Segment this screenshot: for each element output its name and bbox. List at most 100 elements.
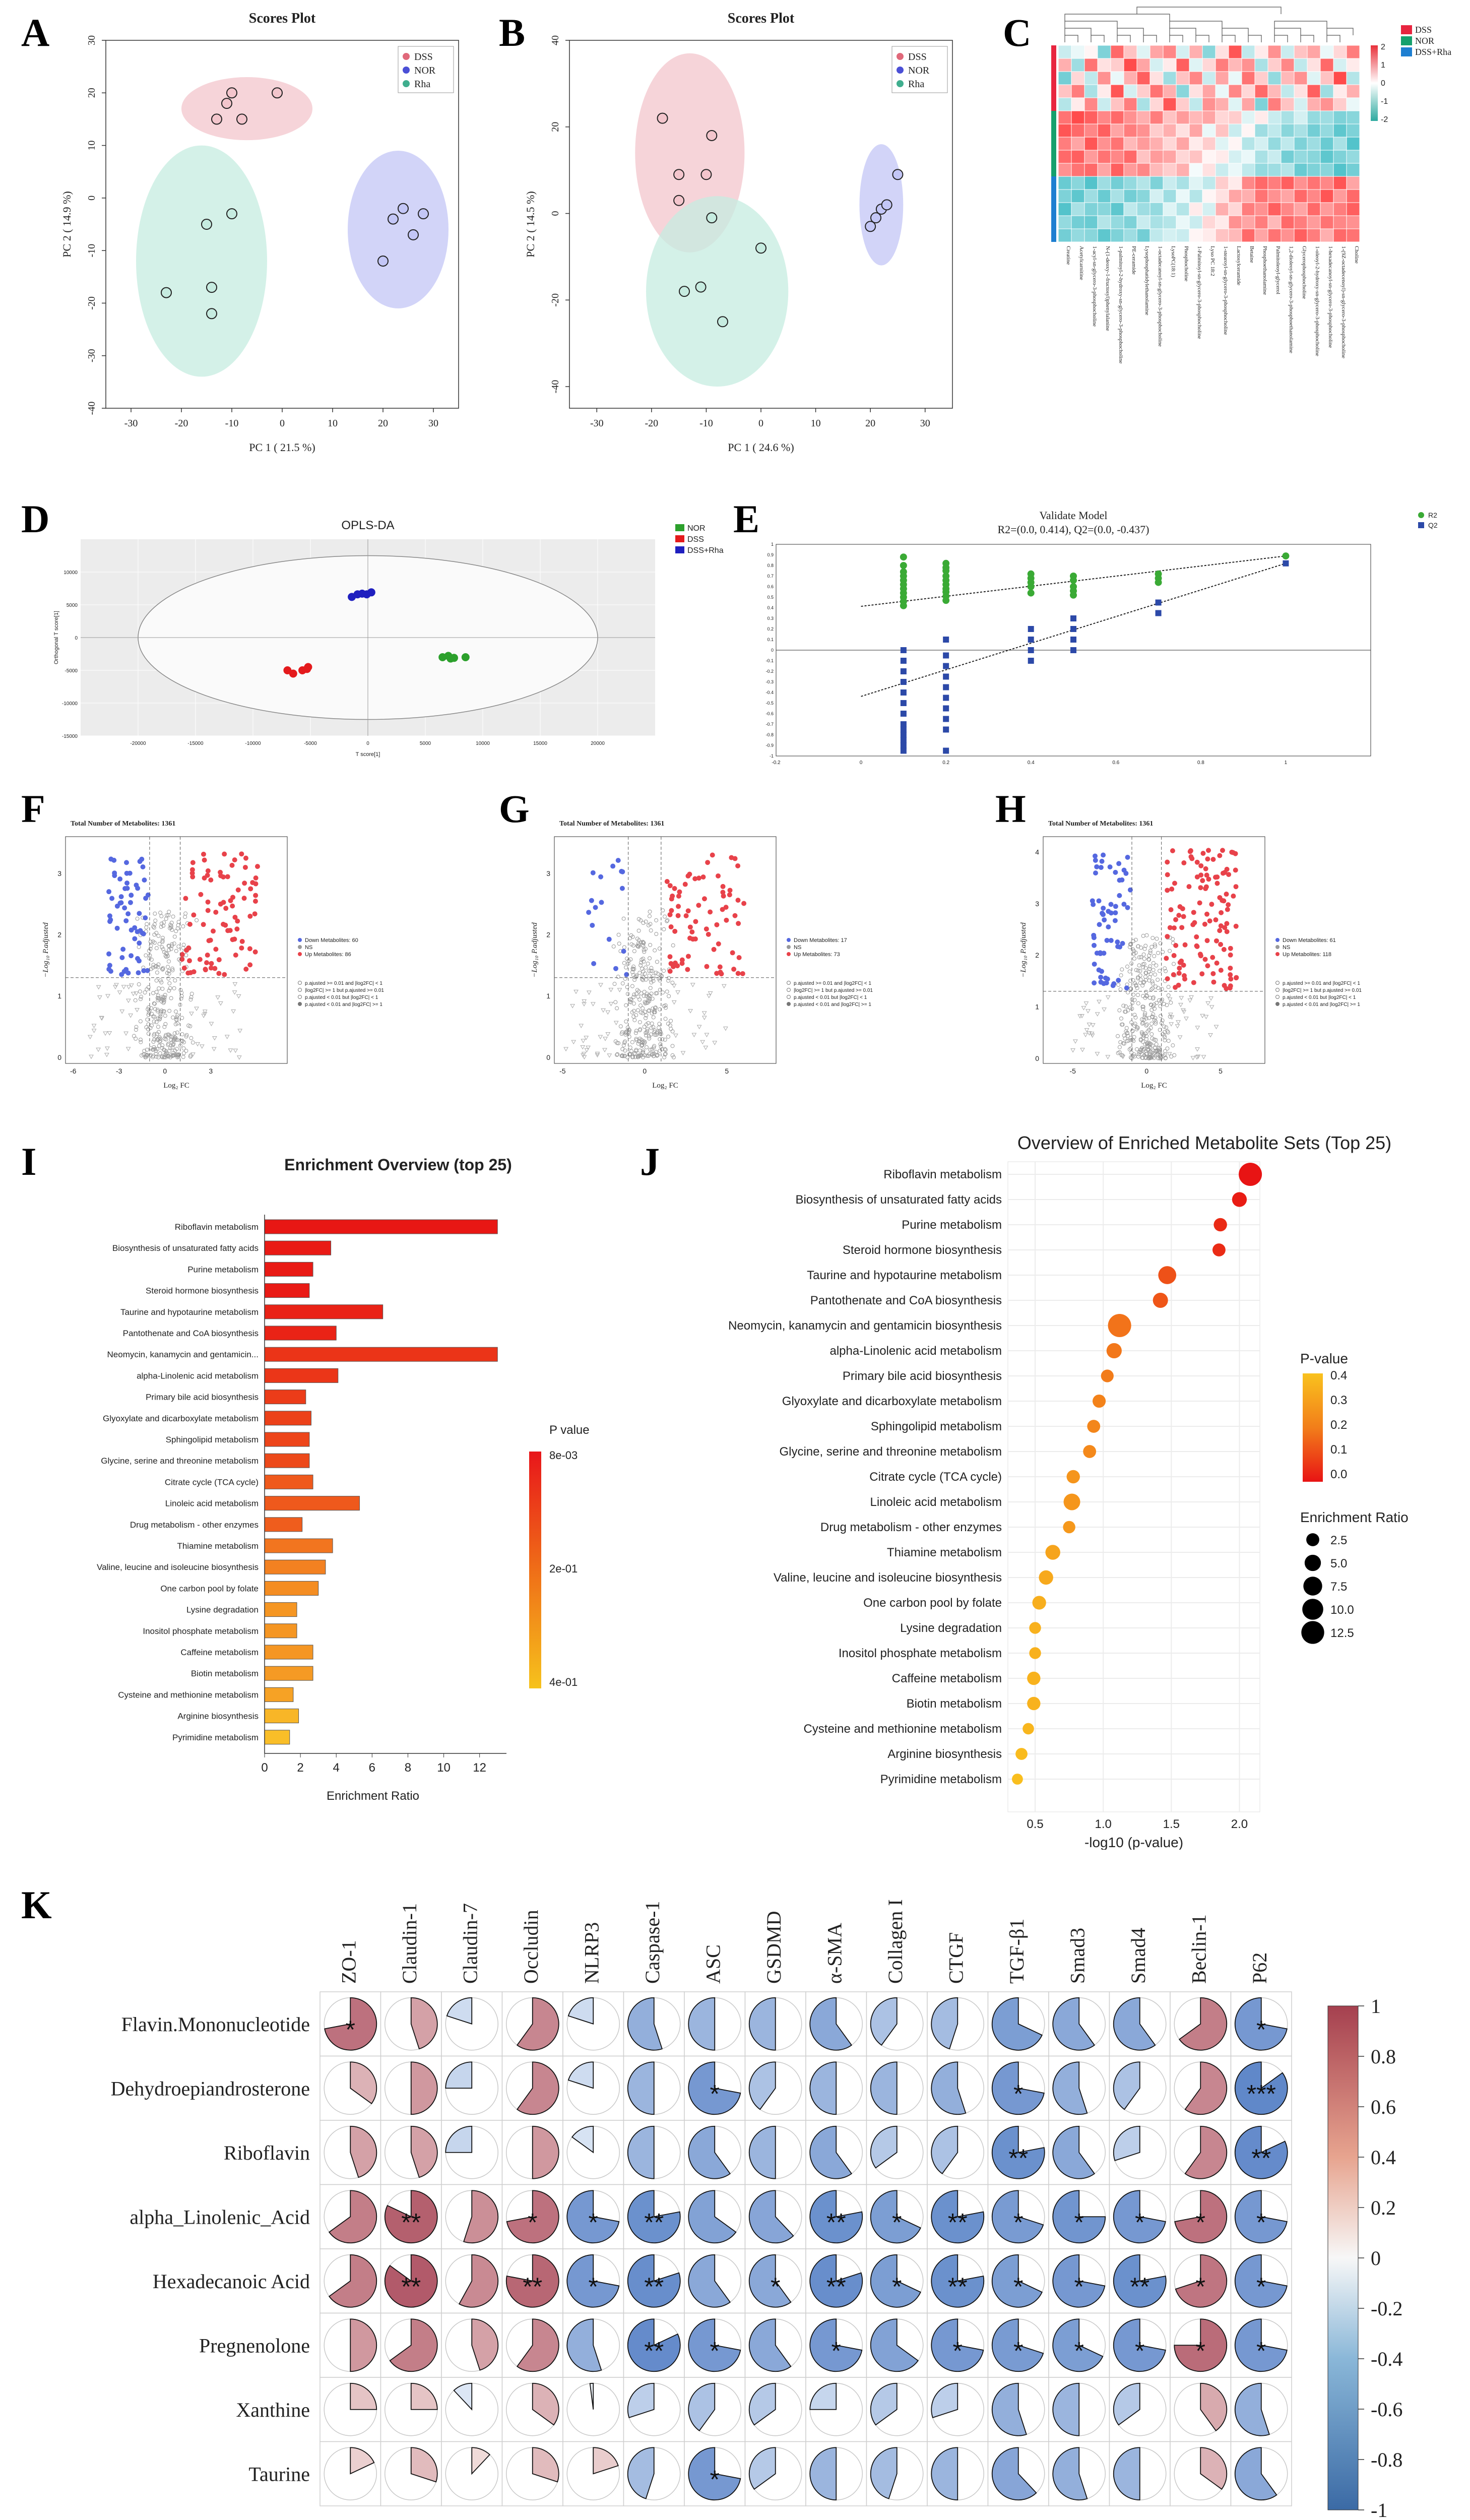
correlation-pie [324,1997,377,2051]
ns-triangle [1205,1001,1210,1006]
x-tick-label: 15000 [533,741,547,746]
x-tick-label: 10 [437,1761,451,1775]
down-point [586,910,592,915]
heatmap-cell [1163,58,1177,72]
up-point [1218,968,1224,973]
up-point [711,947,717,952]
correlation-pie [1052,2254,1106,2308]
ns-triangle [194,1006,199,1011]
ns-point [628,1052,632,1056]
ns-point [166,1032,170,1037]
ns-point [644,965,648,970]
ns-triangle [96,1047,101,1052]
y-tick-label: -1 [770,753,774,759]
heatmap-cell [1267,150,1282,164]
ns-triangle [691,1033,697,1037]
ns-point [160,967,165,971]
heatmap-cell [1136,45,1151,59]
heatmap-cell [1241,215,1255,229]
category-label: alpha-Linolenic acid metabolism [829,1344,1002,1358]
down-point [1107,864,1113,870]
heatmap-cell [1241,176,1255,190]
ns-point [1163,1049,1168,1053]
y-axis-label: −Log₁₀ P.adjusted [1019,922,1028,978]
heatmap-cell [1176,84,1190,98]
down-point [590,922,595,928]
heatmap-cell [1346,189,1360,203]
column-label: Acetylcarnitine [1078,246,1084,280]
up-point [191,912,197,918]
ns-point [1168,1015,1172,1019]
enrichment-dot [1213,1218,1227,1232]
row-label: Hexadecanoic Acid [153,2270,310,2293]
enrichment-bar [264,1496,360,1511]
ns-point [634,991,638,996]
ns-point [1119,1016,1123,1021]
x-tick-label: 5 [725,1067,729,1075]
heatmap-cell [1241,189,1255,203]
ns-triangle [1102,1007,1107,1012]
up-point [1165,888,1170,893]
significance-stars: ** [644,2337,664,2365]
up-point [1204,911,1209,917]
panel-label-f: F [21,787,45,831]
ns-point [623,976,627,981]
column-label: CTGF [944,1932,967,1984]
heatmap-cell [1084,123,1098,138]
heatmap-cell [1058,189,1072,203]
up-point [213,909,219,915]
down-point [142,877,147,883]
category-label: Sphingolipid metabolism [166,1435,259,1444]
ns-point [1143,1011,1147,1016]
data-point-dss+rha [367,588,375,597]
down-point [1101,852,1106,858]
heatmap-cell [1346,176,1360,190]
category-label: Steroid hormone biosynthesis [843,1243,1002,1257]
ns-point [1140,1021,1144,1026]
up-point [693,919,698,924]
heatmap-cell [1281,176,1295,190]
ns-point [175,1015,179,1020]
correlation-pie [1234,2125,1288,2179]
ns-point [1130,1029,1134,1033]
x-tick-label: -5000 [304,741,317,746]
down-point [135,929,140,934]
heatmap-cell [1097,202,1111,216]
down-point [132,936,138,941]
heatmap-cell [1123,58,1137,72]
ns-point [1164,969,1168,973]
heatmap-cell [1307,228,1321,242]
heatmap-cell [1110,202,1124,216]
ns-point [1153,1046,1157,1050]
up-point [1211,979,1217,985]
correlation-pie [688,2382,716,2432]
size-legend-label: 2.5 [1330,1534,1347,1547]
ns-point [1133,1015,1138,1020]
up-point [732,913,738,918]
y-tick-label: -0.7 [765,722,774,727]
enrichment-dot [1027,1671,1041,1685]
ns-point [1154,963,1159,968]
ns-triangle [189,1012,194,1017]
ns-point [154,931,159,935]
ns-triangle [195,1042,200,1047]
legend-label: Rha [908,79,924,90]
heatmap-cell [1149,123,1164,138]
column-dendrogram-branch [1064,14,1170,21]
ns-point [141,1052,146,1057]
up-point [1210,971,1216,976]
column-label: Creatine [1065,246,1071,265]
ns-point [653,1006,658,1011]
x-tick-label: -3 [116,1067,122,1075]
ns-triangle [598,1035,603,1040]
heatmap-cell [1189,97,1203,111]
up-point [675,913,681,918]
down-point [119,955,125,960]
correlation-pie [445,2125,473,2153]
ns-triangle [1195,1026,1200,1030]
ns-point [1149,1055,1154,1060]
up-point [1233,851,1238,856]
up-point [233,952,238,958]
down-point [1115,939,1120,945]
heatmap-cell [1136,189,1151,203]
